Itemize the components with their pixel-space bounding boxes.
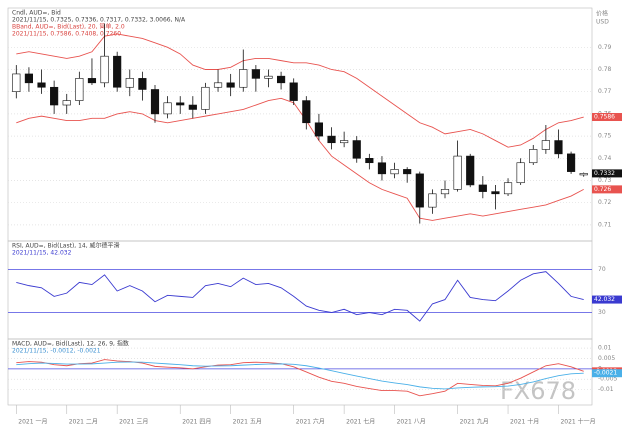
candle-body bbox=[201, 86, 210, 110]
candle-body bbox=[226, 82, 235, 88]
candle-body bbox=[213, 82, 223, 88]
candle-body bbox=[138, 78, 147, 90]
panel-subtitle: 2021/11/15, 0.7325, 0.7336, 0.7317, 0.73… bbox=[12, 17, 186, 24]
panel-subtitle: 2021/11/15, -0.0012, -0.0021 bbox=[12, 348, 101, 355]
value-tag-bg bbox=[592, 169, 622, 178]
y-tick-label: 0.71 bbox=[598, 221, 612, 228]
x-tick-label: 2021 二月 bbox=[69, 419, 98, 426]
candle-body bbox=[365, 158, 374, 164]
y-tick-label: 70 bbox=[598, 266, 606, 273]
x-tick-label: 2021 五月 bbox=[233, 419, 262, 426]
value-tag: -0.0021 bbox=[594, 370, 617, 377]
candle-body bbox=[377, 162, 387, 175]
value-tag: 0.7586 bbox=[594, 114, 615, 121]
candle-body bbox=[529, 149, 538, 164]
y-tick-label: 0.79 bbox=[598, 44, 612, 51]
x-tick-label: 2021 一月 bbox=[18, 419, 47, 426]
candle-body bbox=[554, 140, 563, 155]
candle-body bbox=[264, 75, 273, 79]
y-tick-label: 0.73 bbox=[598, 177, 612, 184]
candle-body bbox=[302, 100, 311, 124]
series-line bbox=[16, 359, 584, 397]
candle-body bbox=[176, 102, 185, 106]
candle-body bbox=[352, 140, 361, 159]
candle-body bbox=[314, 122, 323, 137]
candle-body bbox=[50, 86, 59, 106]
x-tick-label: 2021 十一月 bbox=[560, 418, 595, 426]
band-name: BBand, AUD=, Bid(Last), 20, 简单, 2.0 bbox=[12, 23, 125, 31]
candle-body bbox=[415, 173, 424, 208]
candle-body bbox=[327, 135, 336, 144]
y-tick-label: -0.005 bbox=[598, 376, 618, 383]
candle-body bbox=[239, 69, 248, 88]
panel-subtitle: 2021/11/15, 42.032 bbox=[12, 250, 72, 257]
candle-body bbox=[579, 173, 588, 176]
candle-body bbox=[163, 102, 172, 115]
x-tick-label: 2021 十月 bbox=[510, 418, 539, 426]
candle-body bbox=[516, 162, 525, 184]
candle-body bbox=[12, 73, 21, 93]
candle-body bbox=[340, 140, 349, 144]
candle-body bbox=[403, 169, 412, 175]
x-tick-label: 2021 六月 bbox=[296, 418, 325, 426]
candle-body bbox=[37, 82, 46, 88]
candle-body bbox=[150, 89, 160, 115]
y-tick-label: 0.01 bbox=[598, 345, 612, 352]
band-label: 2021/11/15, 0.7586, 0.7408, 0.7260 bbox=[12, 31, 121, 38]
y-tick-label: 0.77 bbox=[598, 88, 612, 95]
x-tick-label: 2021 四月 bbox=[182, 419, 211, 426]
candle-body bbox=[466, 155, 475, 186]
value-tag: 0.7332 bbox=[594, 170, 615, 177]
candle-body bbox=[503, 182, 513, 195]
value-tag-bg bbox=[592, 185, 622, 194]
value-tag: 42.032 bbox=[594, 296, 615, 303]
band-upper bbox=[16, 33, 584, 148]
candle-body bbox=[113, 55, 122, 88]
candle-body bbox=[24, 73, 33, 84]
panel-title: Cndl, AUD=, Bid bbox=[12, 10, 61, 17]
y-tick-label: 0.74 bbox=[598, 155, 612, 162]
value-tag-bg bbox=[592, 295, 622, 304]
candle-body bbox=[390, 169, 399, 175]
value-tag: 0.726 bbox=[594, 186, 611, 193]
series-line bbox=[16, 361, 584, 390]
band-lower bbox=[16, 97, 584, 221]
panel-title: RSI, AUD=, Bid(Last), 14, 威尔德平滑 bbox=[12, 242, 120, 250]
y-tick-label: 0.75 bbox=[598, 133, 612, 140]
x-tick-label: 2021 九月 bbox=[460, 418, 489, 426]
candle-body bbox=[75, 78, 84, 101]
candle-body bbox=[277, 75, 286, 84]
candle-body bbox=[478, 184, 487, 192]
y-tick-label: 0.72 bbox=[598, 199, 612, 206]
value-tag-bg bbox=[592, 113, 622, 122]
panel-title: MACD, AUD=, Bid(Last), 12, 26, 9, 指数 bbox=[12, 340, 129, 348]
x-tick-label: 2021 七月 bbox=[346, 418, 375, 426]
y-axis-label: 价格 bbox=[596, 10, 608, 18]
candle-body bbox=[428, 193, 437, 208]
candle-body bbox=[100, 55, 109, 84]
y-axis-unit: USD bbox=[596, 19, 609, 26]
watermark: FX678 bbox=[500, 377, 576, 405]
candle-body bbox=[567, 153, 576, 172]
candle-body bbox=[440, 189, 450, 195]
candle-body bbox=[87, 78, 97, 84]
x-tick-label: 2021 八月 bbox=[397, 419, 426, 426]
candle-body bbox=[491, 191, 500, 195]
candle-body bbox=[125, 78, 134, 88]
candle-body bbox=[251, 69, 260, 79]
candle-body bbox=[62, 100, 71, 106]
candle-body bbox=[541, 140, 550, 150]
candle-body bbox=[289, 82, 298, 101]
y-tick-label: 30 bbox=[598, 309, 606, 316]
x-tick-label: 2021 三月 bbox=[119, 419, 148, 426]
series-line bbox=[16, 271, 584, 322]
value-tag-bg bbox=[592, 369, 622, 378]
y-tick-label: 0.005 bbox=[598, 355, 615, 362]
y-tick-label: -0.01 bbox=[598, 386, 614, 393]
candle-body bbox=[453, 155, 462, 190]
candle-body bbox=[188, 104, 197, 110]
y-tick-label: 0.78 bbox=[598, 66, 612, 73]
